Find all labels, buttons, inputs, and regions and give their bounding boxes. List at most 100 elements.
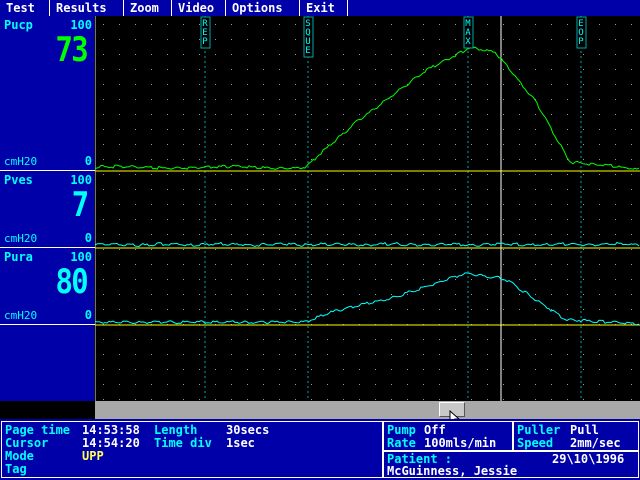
- grid-dot: [375, 369, 376, 370]
- time-scrollbar[interactable]: [95, 401, 640, 419]
- grid-dot: [503, 84, 504, 85]
- svg-text:S: S: [305, 19, 310, 29]
- grid-dot: [215, 54, 216, 55]
- grid-dot: [247, 234, 248, 235]
- grid-dot: [503, 309, 504, 310]
- rate-label: Rate: [387, 436, 416, 450]
- grid-dot: [359, 39, 360, 40]
- grid-dot: [423, 369, 424, 370]
- grid-dot: [151, 24, 152, 25]
- grid-dot: [503, 264, 504, 265]
- grid-dot: [119, 219, 120, 220]
- grid-dot: [119, 174, 120, 175]
- grid-dot: [439, 144, 440, 145]
- grid-dot: [599, 249, 600, 250]
- grid-dot: [215, 234, 216, 235]
- grid-dot: [247, 189, 248, 190]
- grid-dot: [567, 69, 568, 70]
- grid-dot: [215, 279, 216, 280]
- grid-dot: [455, 189, 456, 190]
- grid-dot: [423, 129, 424, 130]
- grid-dot: [215, 384, 216, 385]
- grid-dot: [615, 369, 616, 370]
- menu-options[interactable]: Options: [226, 0, 300, 16]
- grid-dot: [615, 384, 616, 385]
- grid-dot: [343, 279, 344, 280]
- grid-dot: [135, 144, 136, 145]
- grid-dot: [119, 204, 120, 205]
- grid-dot: [327, 144, 328, 145]
- grid-dot: [359, 159, 360, 160]
- grid-dot: [631, 84, 632, 85]
- grid-dot: [247, 144, 248, 145]
- grid-dot: [359, 189, 360, 190]
- menu-exit[interactable]: Exit: [300, 0, 348, 16]
- grid-dot: [103, 24, 104, 25]
- menu-zoom[interactable]: Zoom: [124, 0, 172, 16]
- grid-dot: [263, 294, 264, 295]
- grid-dot: [519, 69, 520, 70]
- grid-dot: [231, 114, 232, 115]
- grid-dot: [423, 249, 424, 250]
- grid-dot: [327, 174, 328, 175]
- grid-dot: [119, 309, 120, 310]
- grid-dot: [439, 264, 440, 265]
- grid-dot: [327, 54, 328, 55]
- grid-dot: [135, 99, 136, 100]
- grid-dot: [375, 234, 376, 235]
- grid-dot: [599, 294, 600, 295]
- grid-dot: [503, 339, 504, 340]
- grid-dot: [167, 369, 168, 370]
- svg-text:E: E: [578, 19, 583, 29]
- grid-dot: [151, 69, 152, 70]
- grid-dot: [263, 114, 264, 115]
- grid-dot: [391, 54, 392, 55]
- grid-dot: [295, 69, 296, 70]
- grid-dot: [215, 264, 216, 265]
- event-marker-label[interactable]: MAX: [463, 16, 474, 49]
- grid-dot: [151, 294, 152, 295]
- grid-dot: [519, 129, 520, 130]
- event-marker-label[interactable]: REP: [200, 16, 211, 49]
- grid-dot: [199, 369, 200, 370]
- grid-dot: [231, 294, 232, 295]
- grid-dot: [183, 24, 184, 25]
- grid-dot: [535, 309, 536, 310]
- grid-dot: [455, 129, 456, 130]
- grid-dot: [615, 54, 616, 55]
- grid-dot: [103, 54, 104, 55]
- grid-dot: [439, 219, 440, 220]
- svg-text:P: P: [578, 37, 584, 47]
- grid-dot: [167, 204, 168, 205]
- grid-dot: [183, 354, 184, 355]
- grid-dot: [199, 354, 200, 355]
- channel-name: Pves: [4, 173, 33, 187]
- grid-dot: [519, 204, 520, 205]
- grid-dot: [615, 309, 616, 310]
- grid-dot: [487, 219, 488, 220]
- grid-dot: [167, 24, 168, 25]
- grid-dot: [535, 99, 536, 100]
- grid-dot: [615, 159, 616, 160]
- menu-video[interactable]: Video: [172, 0, 226, 16]
- event-marker-label[interactable]: EOP: [576, 16, 587, 49]
- grid-dot: [327, 354, 328, 355]
- grid-dot: [199, 174, 200, 175]
- grid-dot: [279, 294, 280, 295]
- grid-dot: [375, 204, 376, 205]
- grid-dot: [327, 384, 328, 385]
- grid-dot: [135, 249, 136, 250]
- grid-dot: [423, 114, 424, 115]
- grid-dot: [503, 174, 504, 175]
- menu-test[interactable]: Test: [0, 0, 50, 16]
- grid-dot: [343, 84, 344, 85]
- grid-dot: [135, 309, 136, 310]
- grid-dot: [567, 369, 568, 370]
- grid-dot: [311, 249, 312, 250]
- grid-dot: [599, 114, 600, 115]
- grid-dot: [391, 99, 392, 100]
- menu-results[interactable]: Results: [50, 0, 124, 16]
- grid-dot: [295, 159, 296, 160]
